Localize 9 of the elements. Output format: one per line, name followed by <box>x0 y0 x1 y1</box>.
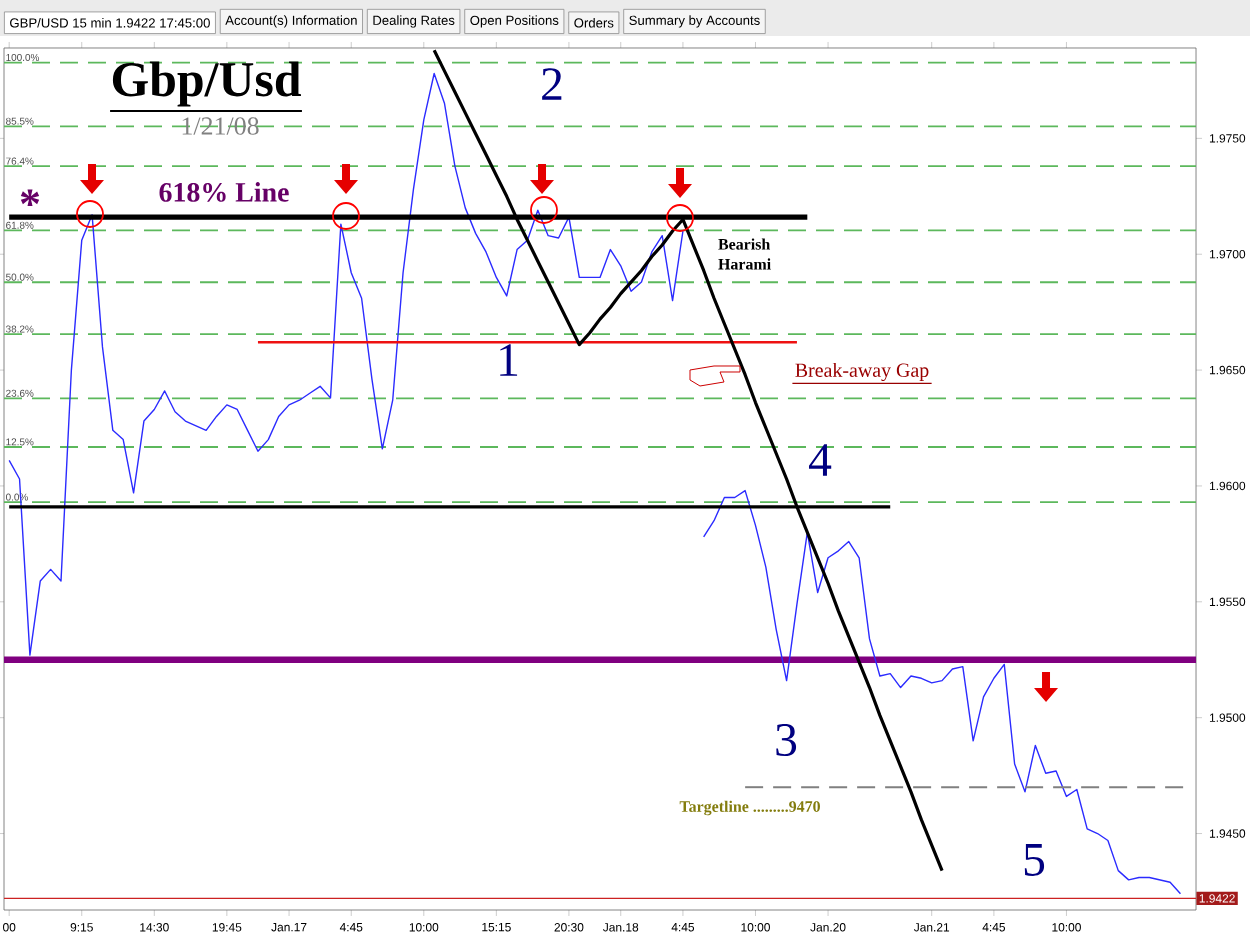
annotation: * <box>20 189 40 207</box>
annotation: 618% Line <box>159 182 289 202</box>
annotation: 1 <box>500 344 518 376</box>
annotation: Break-away Gap <box>795 362 929 382</box>
annotation: 3 <box>776 723 797 757</box>
annotation: 2 <box>542 68 562 100</box>
chart-title: Gbp/Usd <box>112 61 301 107</box>
annotation: 4 <box>808 444 832 476</box>
annotation: 5 <box>1024 844 1045 876</box>
